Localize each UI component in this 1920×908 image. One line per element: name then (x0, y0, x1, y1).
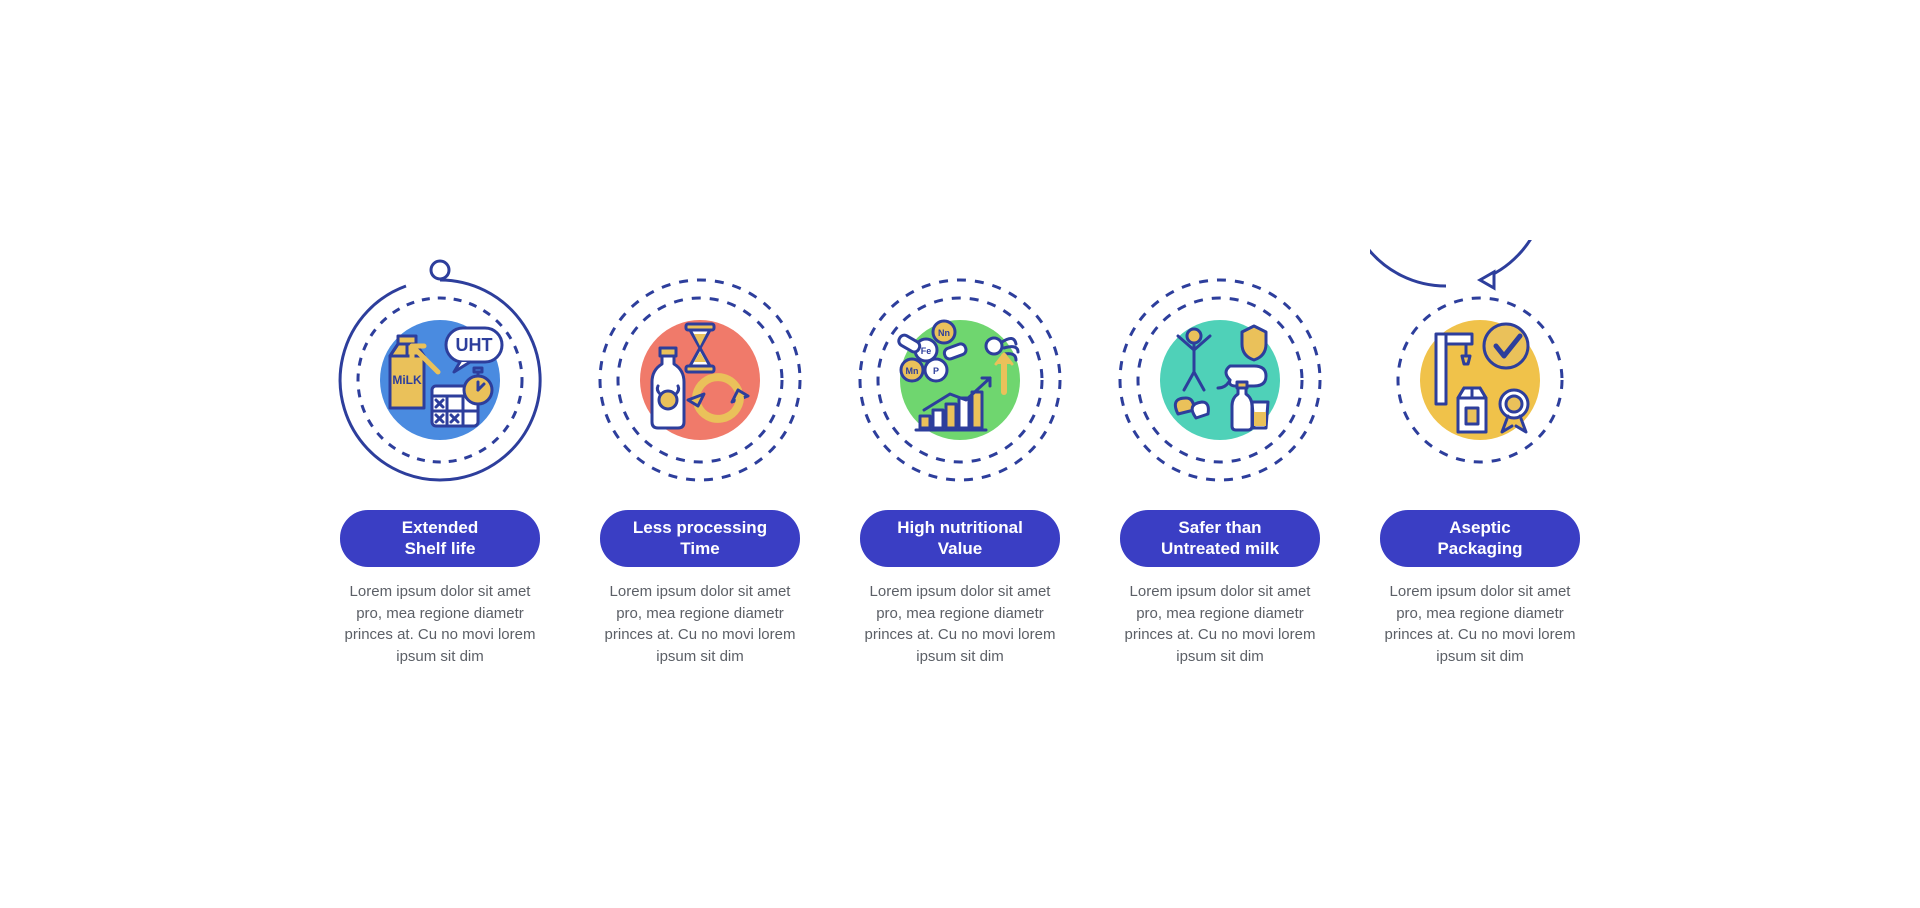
infographic-row: MiLK UHT (330, 240, 1590, 668)
card-safer: Safer thanUntreated milk Lorem ipsum dol… (1110, 240, 1330, 668)
ring-safer (1110, 240, 1330, 500)
pill-nutritional-value: High nutritionalValue (860, 510, 1060, 567)
desc: Lorem ipsum dolor sit amet pro, mea regi… (340, 581, 540, 668)
card-aseptic: AsepticPackaging Lorem ipsum dolor sit a… (1370, 240, 1590, 668)
pill-shelf-life: ExtendedShelf life (340, 510, 540, 567)
title: AsepticPackaging (1437, 518, 1522, 559)
pill-aseptic: AsepticPackaging (1380, 510, 1580, 567)
ring-shelf-life: MiLK UHT (330, 240, 550, 500)
card-nutritional-value: Nn Fe Mn P (850, 240, 1070, 668)
svg-text:P: P (933, 366, 939, 376)
desc: Lorem ipsum dolor sit amet pro, mea regi… (1380, 581, 1580, 668)
ring-processing-time (590, 240, 810, 500)
ring-aseptic (1370, 240, 1590, 500)
title: ExtendedShelf life (402, 518, 479, 559)
pill-safer: Safer thanUntreated milk (1120, 510, 1320, 567)
desc: Lorem ipsum dolor sit amet pro, mea regi… (1120, 581, 1320, 668)
pill-processing-time: Less processingTime (600, 510, 800, 567)
ring-nutritional-value: Nn Fe Mn P (850, 240, 1070, 500)
desc: Lorem ipsum dolor sit amet pro, mea regi… (860, 581, 1060, 668)
svg-text:Fe: Fe (921, 346, 932, 356)
desc: Lorem ipsum dolor sit amet pro, mea regi… (600, 581, 800, 668)
svg-text:Mn: Mn (906, 366, 919, 376)
title: High nutritionalValue (897, 518, 1023, 559)
card-processing-time: Less processingTime Lorem ipsum dolor si… (590, 240, 810, 668)
svg-text:Nn: Nn (938, 328, 950, 338)
card-shelf-life: MiLK UHT (330, 240, 550, 668)
svg-text:UHT: UHT (456, 335, 493, 355)
title: Safer thanUntreated milk (1161, 518, 1279, 559)
title: Less processingTime (633, 518, 767, 559)
svg-text:MiLK: MiLK (392, 373, 422, 387)
